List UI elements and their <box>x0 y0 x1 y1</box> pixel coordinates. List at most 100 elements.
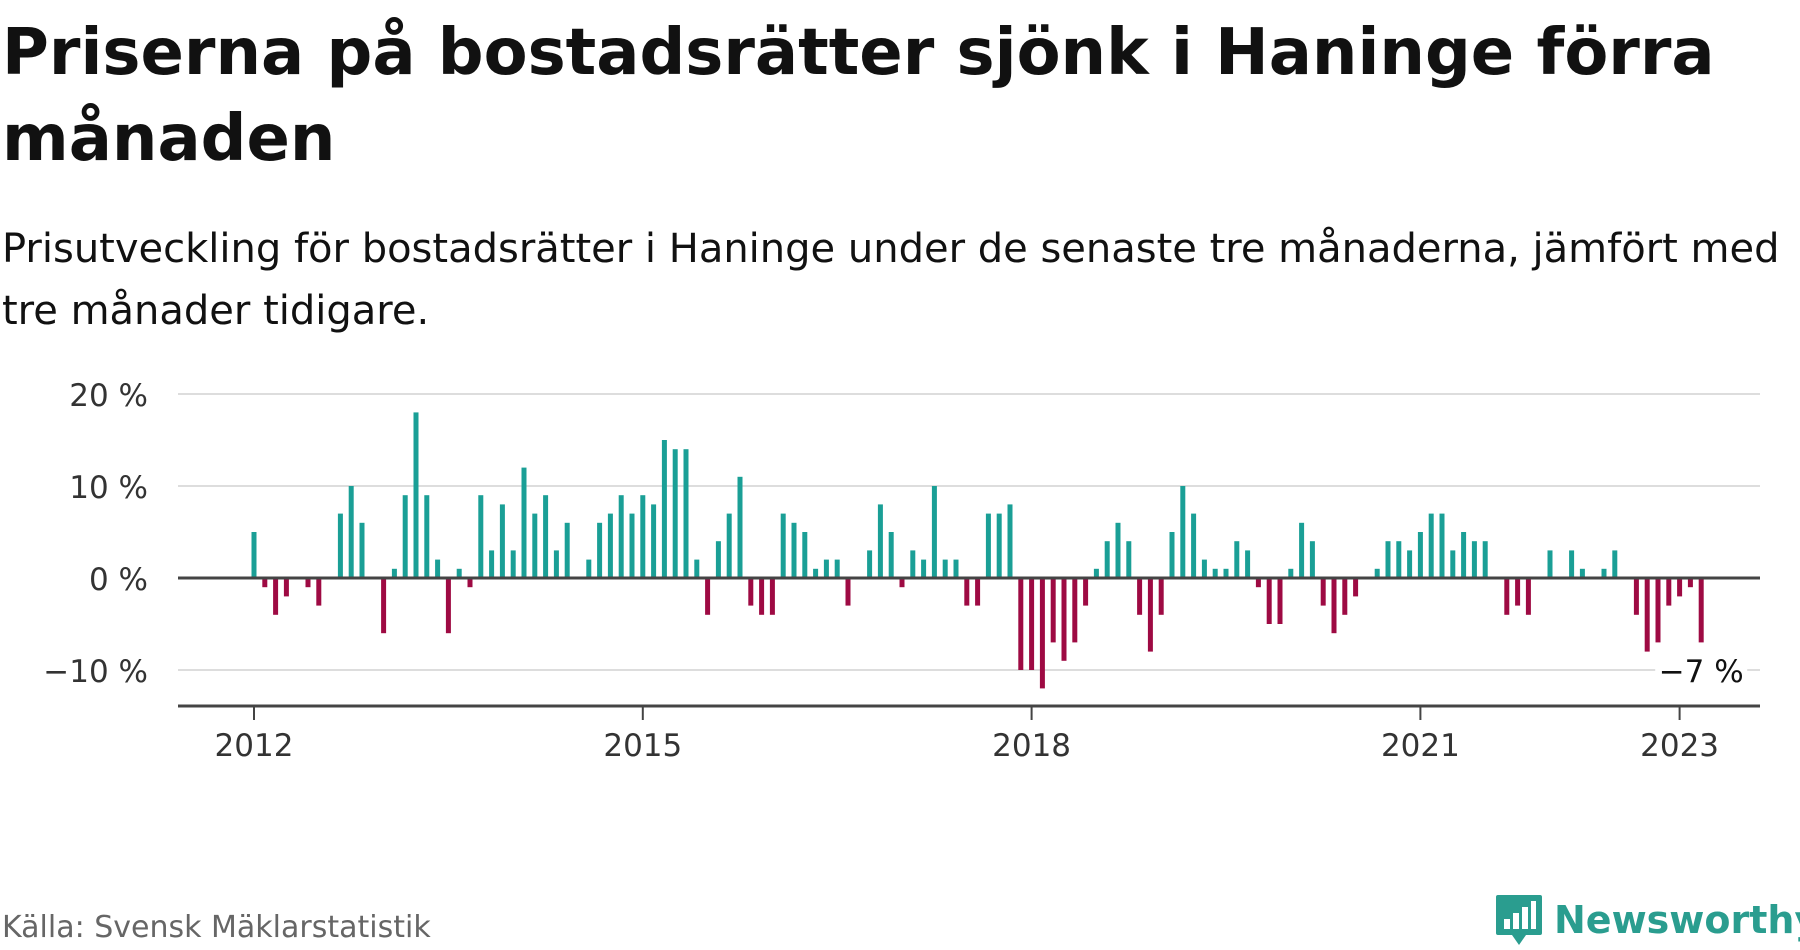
bar <box>348 486 354 578</box>
bar <box>521 467 527 578</box>
bar <box>899 578 905 588</box>
bar <box>391 568 397 578</box>
bar <box>1309 541 1315 578</box>
bar <box>694 559 700 578</box>
bar <box>1698 578 1704 643</box>
bar <box>975 578 981 606</box>
brand-name: Newsworthy <box>1554 898 1800 942</box>
bar <box>1396 541 1402 578</box>
bar <box>629 513 635 578</box>
bar <box>553 550 559 578</box>
bar <box>1039 578 1045 689</box>
y-tick-label: −10 % <box>43 654 148 690</box>
axis-layer <box>178 576 1760 720</box>
bar <box>607 513 613 578</box>
bar <box>813 568 819 578</box>
bar <box>283 578 289 597</box>
bar <box>931 486 937 578</box>
bar <box>748 578 754 606</box>
bar <box>359 522 365 578</box>
bar <box>996 513 1002 578</box>
bar <box>510 550 516 578</box>
bar <box>273 578 279 615</box>
bar <box>640 495 646 578</box>
bar <box>1677 578 1683 597</box>
bar <box>402 495 408 578</box>
bar <box>910 550 916 578</box>
bar <box>1547 550 1553 578</box>
bar <box>456 568 462 578</box>
bar <box>1288 568 1294 578</box>
bar <box>1504 578 1510 615</box>
bar <box>1428 513 1434 578</box>
bar <box>1385 541 1391 578</box>
bar <box>499 504 505 578</box>
x-tick-label: 2015 <box>603 728 682 764</box>
bar-chart: 20 % 10 % 0 % −10 % 2012 2015 2018 2021 2023 −7 % <box>43 378 1760 764</box>
bar <box>1277 578 1283 624</box>
bar <box>586 559 592 578</box>
bar <box>1601 568 1607 578</box>
bar <box>251 532 257 578</box>
bar <box>1018 578 1024 670</box>
bar <box>316 578 322 606</box>
bar <box>478 495 484 578</box>
bar <box>985 513 991 578</box>
bar <box>1666 578 1672 606</box>
bar <box>337 513 343 578</box>
bar <box>845 578 851 606</box>
brand-logo[interactable]: Newsworthy <box>1494 890 1800 950</box>
bar <box>532 513 538 578</box>
bar <box>877 504 883 578</box>
x-tick-label: 2012 <box>215 728 294 764</box>
x-tick-label: 2021 <box>1381 728 1460 764</box>
bar <box>1331 578 1337 634</box>
bar <box>435 559 441 578</box>
bar <box>489 550 495 578</box>
bar <box>1093 568 1099 578</box>
bar <box>1417 532 1423 578</box>
bar <box>1579 568 1585 578</box>
bar <box>802 532 808 578</box>
bar <box>867 550 873 578</box>
bar <box>1169 532 1175 578</box>
bar <box>1482 541 1488 578</box>
bar-layer <box>251 412 1704 689</box>
bar <box>1245 550 1251 578</box>
chart-subtitle: Prisutveckling för bostadsrätter i Hanin… <box>2 226 1780 334</box>
x-tick-label: 2018 <box>992 728 1071 764</box>
bar <box>964 578 970 606</box>
bar <box>305 578 311 588</box>
bar <box>672 449 678 578</box>
bar-chart-icon <box>1496 895 1542 945</box>
bar <box>1266 578 1272 624</box>
bar <box>1525 578 1531 615</box>
bar <box>1223 568 1229 578</box>
bar <box>564 522 570 578</box>
bar <box>953 559 959 578</box>
end-label-background <box>1655 650 1748 692</box>
bar <box>737 476 743 578</box>
bar <box>715 541 721 578</box>
bar <box>1115 522 1121 578</box>
bar <box>1687 578 1693 588</box>
bar <box>1374 568 1380 578</box>
y-tick-label: 10 % <box>69 470 148 506</box>
bar <box>1158 578 1164 615</box>
bar <box>1515 578 1521 606</box>
bar <box>759 578 765 615</box>
bar <box>1029 578 1035 670</box>
bar <box>791 522 797 578</box>
bar <box>1072 578 1078 643</box>
bar <box>1299 522 1305 578</box>
bar <box>651 504 657 578</box>
bar <box>1234 541 1240 578</box>
bar <box>769 578 775 615</box>
bar <box>705 578 711 615</box>
bar <box>1201 559 1207 578</box>
bar <box>1342 578 1348 615</box>
bar <box>597 522 603 578</box>
bar <box>543 495 549 578</box>
bar <box>942 559 948 578</box>
bar <box>1007 504 1013 578</box>
